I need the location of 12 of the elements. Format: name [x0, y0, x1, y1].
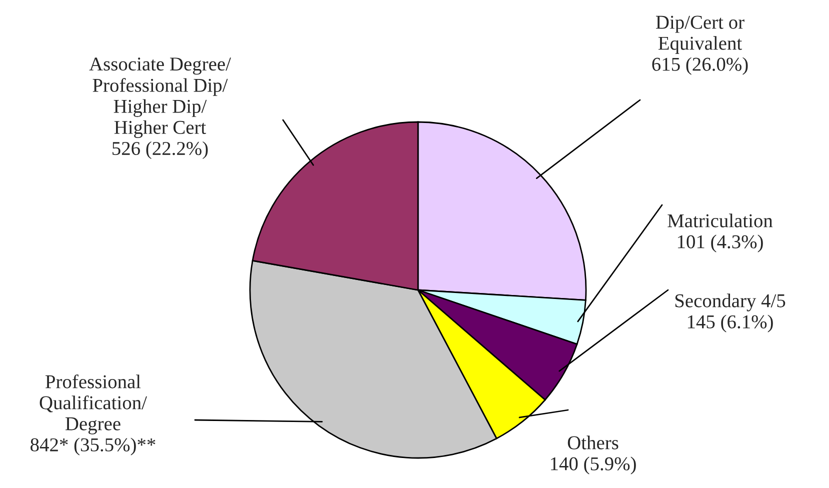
- data-label: 140 (5.9%): [550, 456, 636, 474]
- slice-label: Secondary 4/5: [675, 294, 786, 312]
- data-label: 526 (22.2%): [112, 141, 208, 160]
- data-label: 145 (6.1%): [688, 314, 773, 332]
- data-label: 615 (26.0%): [652, 57, 748, 75]
- data-label: 842* (35.5%)**: [30, 438, 156, 456]
- slice-label: Associate Degree/ Professional Dip/ Higher Dip/ Higher Cert: [89, 58, 231, 138]
- slice-label: Others: [568, 436, 618, 450]
- slice-label: Professional Qualification/ Degree: [40, 374, 147, 434]
- slice-label: Matriculation: [668, 214, 773, 228]
- data-label: 101 (4.3%): [678, 234, 763, 252]
- slice-label: Dip/Cert or Equivalent: [656, 16, 744, 54]
